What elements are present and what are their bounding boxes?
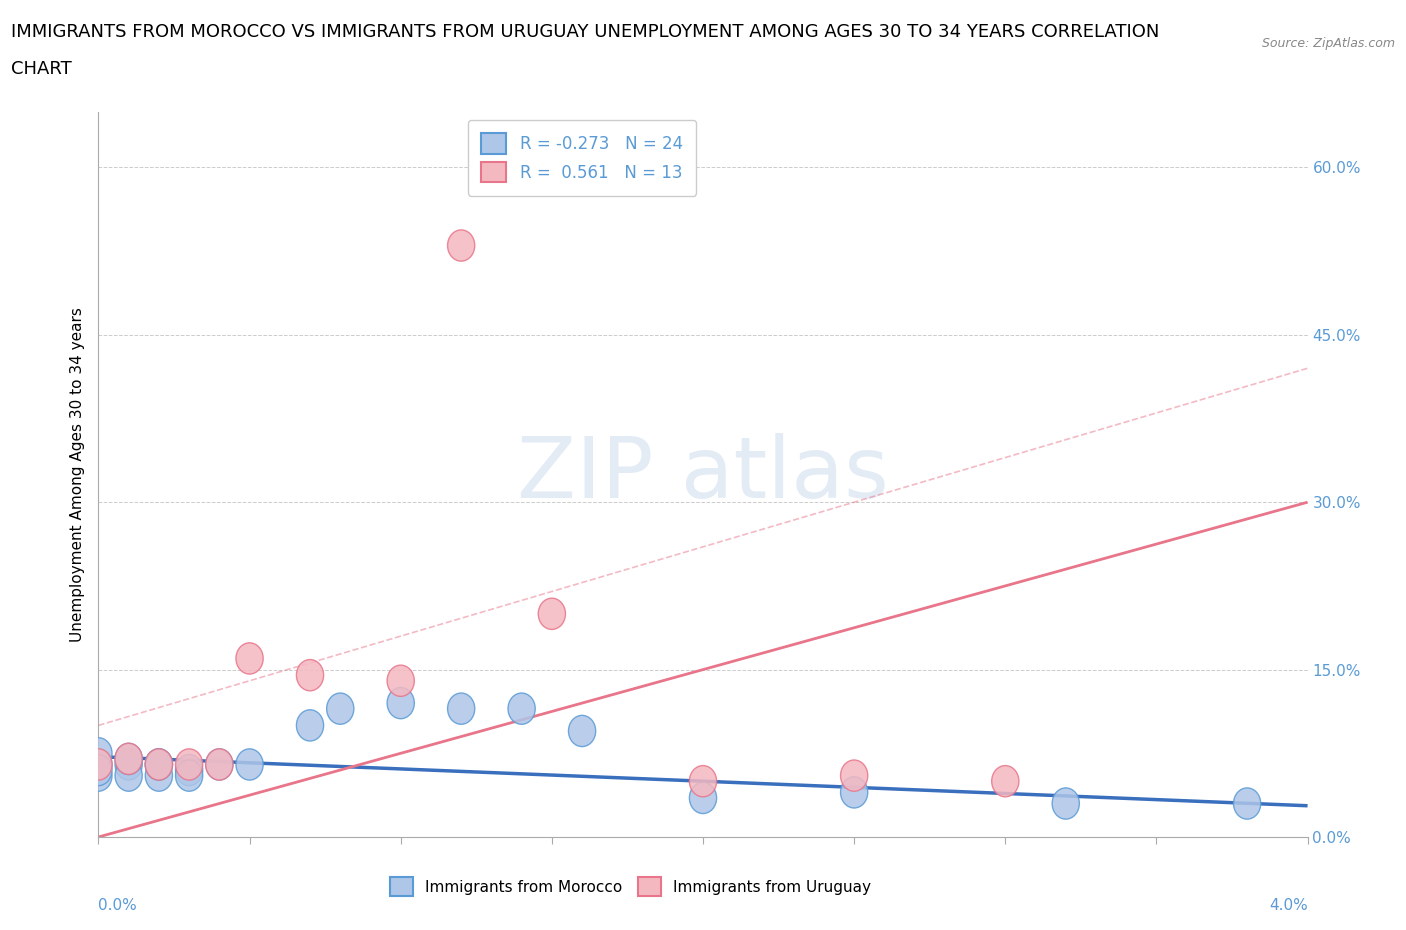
Ellipse shape [297, 659, 323, 691]
Ellipse shape [447, 693, 475, 724]
Text: Source: ZipAtlas.com: Source: ZipAtlas.com [1261, 37, 1395, 50]
Ellipse shape [176, 749, 202, 780]
Ellipse shape [145, 749, 173, 780]
Ellipse shape [115, 760, 142, 791]
Ellipse shape [326, 693, 354, 724]
Ellipse shape [84, 749, 112, 780]
Ellipse shape [1052, 788, 1080, 819]
Ellipse shape [205, 749, 233, 780]
Ellipse shape [387, 665, 415, 697]
Ellipse shape [115, 743, 142, 775]
Text: ZIP atlas: ZIP atlas [517, 432, 889, 516]
Ellipse shape [236, 643, 263, 674]
Ellipse shape [568, 715, 596, 747]
Ellipse shape [176, 760, 202, 791]
Ellipse shape [145, 749, 173, 780]
Ellipse shape [538, 598, 565, 630]
Ellipse shape [689, 765, 717, 797]
Y-axis label: Unemployment Among Ages 30 to 34 years: Unemployment Among Ages 30 to 34 years [69, 307, 84, 642]
Ellipse shape [84, 749, 112, 780]
Ellipse shape [508, 693, 536, 724]
Ellipse shape [841, 777, 868, 808]
Text: 4.0%: 4.0% [1268, 898, 1308, 913]
Text: IMMIGRANTS FROM MOROCCO VS IMMIGRANTS FROM URUGUAY UNEMPLOYMENT AMONG AGES 30 TO: IMMIGRANTS FROM MOROCCO VS IMMIGRANTS FR… [11, 23, 1160, 41]
Ellipse shape [387, 687, 415, 719]
Legend: Immigrants from Morocco, Immigrants from Uruguay: Immigrants from Morocco, Immigrants from… [384, 871, 877, 902]
Ellipse shape [991, 765, 1019, 797]
Text: 0.0%: 0.0% [98, 898, 138, 913]
Ellipse shape [115, 743, 142, 775]
Ellipse shape [297, 710, 323, 741]
Ellipse shape [205, 749, 233, 780]
Ellipse shape [84, 737, 112, 769]
Ellipse shape [145, 749, 173, 780]
Text: CHART: CHART [11, 60, 72, 78]
Ellipse shape [115, 749, 142, 780]
Ellipse shape [841, 760, 868, 791]
Ellipse shape [84, 760, 112, 791]
Ellipse shape [236, 749, 263, 780]
Ellipse shape [689, 782, 717, 814]
Ellipse shape [447, 230, 475, 261]
Ellipse shape [145, 760, 173, 791]
Ellipse shape [176, 754, 202, 786]
Ellipse shape [84, 754, 112, 786]
Ellipse shape [1233, 788, 1261, 819]
